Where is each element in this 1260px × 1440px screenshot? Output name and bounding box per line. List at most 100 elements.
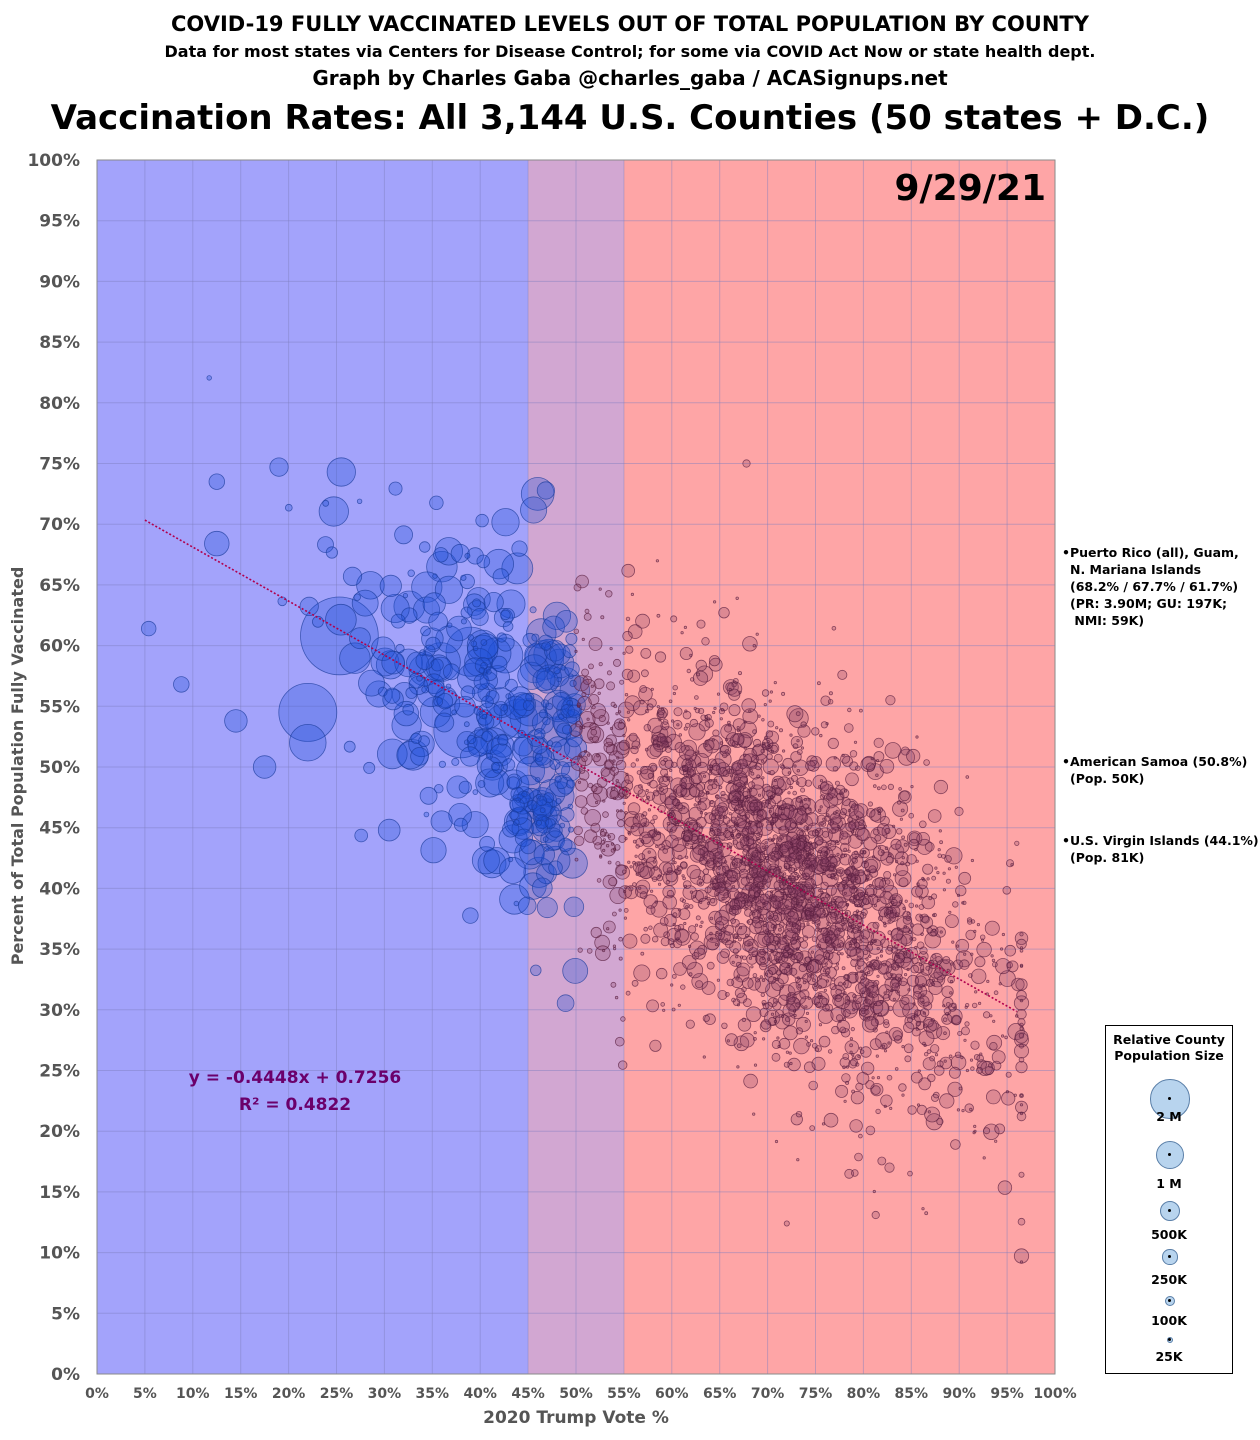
county-bubble xyxy=(763,847,767,852)
county-bubble xyxy=(732,874,737,879)
county-bubble xyxy=(712,710,716,715)
county-bubble xyxy=(686,668,691,674)
county-bubble xyxy=(762,947,769,954)
y-tick-label: 10% xyxy=(39,1244,80,1264)
county-bubble xyxy=(788,864,792,868)
county-bubble xyxy=(536,897,558,919)
county-bubble xyxy=(741,986,747,993)
county-bubble xyxy=(684,749,697,762)
county-bubble xyxy=(583,613,592,621)
county-bubble xyxy=(744,907,748,911)
county-bubble xyxy=(837,928,841,932)
county-bubble xyxy=(894,859,899,864)
y-tick-label: 35% xyxy=(39,940,80,960)
county-bubble xyxy=(767,957,771,961)
county-bubble xyxy=(839,1057,851,1068)
county-bubble xyxy=(701,844,705,848)
county-bubble xyxy=(915,1020,921,1027)
county-bubble xyxy=(752,916,760,924)
county-bubble xyxy=(795,1002,801,1008)
county-bubble xyxy=(423,644,436,657)
county-bubble xyxy=(773,753,783,763)
county-bubble xyxy=(701,637,710,646)
county-bubble xyxy=(904,952,908,956)
county-bubble xyxy=(694,695,699,700)
county-bubble xyxy=(799,867,804,872)
county-bubble xyxy=(640,839,645,843)
county-bubble xyxy=(1010,863,1014,867)
county-bubble xyxy=(1004,1035,1008,1040)
county-bubble xyxy=(910,784,914,789)
county-bubble xyxy=(896,927,901,931)
county-bubble xyxy=(628,886,634,892)
county-bubble xyxy=(692,895,696,899)
county-bubble xyxy=(709,916,714,921)
county-bubble xyxy=(778,1037,791,1050)
county-bubble xyxy=(640,765,649,775)
county-bubble xyxy=(736,1003,741,1007)
county-bubble xyxy=(875,1108,881,1115)
county-bubble xyxy=(491,655,508,673)
county-bubble xyxy=(680,793,684,797)
county-bubble xyxy=(900,746,910,756)
county-bubble xyxy=(764,841,768,845)
county-bubble xyxy=(752,729,757,735)
county-bubble xyxy=(665,879,671,885)
county-bubble xyxy=(833,927,845,939)
county-bubble xyxy=(869,1038,882,1051)
county-bubble xyxy=(625,616,631,622)
county-bubble xyxy=(617,710,622,714)
county-bubble xyxy=(702,774,707,778)
county-bubble xyxy=(911,885,923,898)
county-bubble xyxy=(792,1009,797,1013)
county-bubble xyxy=(615,779,619,783)
county-bubble xyxy=(843,853,847,858)
county-bubble xyxy=(887,853,892,858)
county-bubble xyxy=(657,874,662,878)
county-bubble xyxy=(704,812,708,816)
county-bubble xyxy=(391,710,422,741)
county-bubble xyxy=(812,913,819,919)
county-bubble xyxy=(726,870,739,882)
county-bubble xyxy=(739,721,757,739)
county-bubble xyxy=(682,764,686,768)
county-bubble xyxy=(905,861,911,867)
county-bubble xyxy=(460,618,467,625)
county-bubble xyxy=(478,667,486,674)
county-bubble xyxy=(713,706,717,711)
county-bubble xyxy=(567,826,574,833)
county-bubble xyxy=(851,1056,855,1060)
county-bubble xyxy=(715,930,726,941)
county-bubble xyxy=(969,1107,973,1112)
county-bubble xyxy=(912,1002,916,1006)
county-bubble xyxy=(621,668,634,681)
county-bubble xyxy=(503,695,528,720)
county-bubble xyxy=(846,954,850,959)
county-bubble xyxy=(868,883,872,888)
county-bubble xyxy=(615,712,619,716)
county-bubble xyxy=(953,1006,957,1010)
county-bubble xyxy=(770,749,775,754)
county-bubble xyxy=(883,912,888,916)
county-bubble xyxy=(859,993,864,997)
county-bubble xyxy=(669,812,673,816)
county-bubble xyxy=(737,797,741,801)
county-bubble xyxy=(1016,1009,1027,1020)
county-bubble xyxy=(652,789,660,797)
county-bubble xyxy=(950,1014,962,1026)
county-bubble xyxy=(717,990,728,1001)
county-bubble xyxy=(931,954,937,959)
county-bubble xyxy=(925,965,931,971)
county-bubble xyxy=(718,607,730,619)
county-bubble xyxy=(957,1031,963,1037)
county-bubble xyxy=(758,822,764,828)
county-bubble xyxy=(793,764,797,768)
county-bubble xyxy=(767,800,772,804)
county-bubble xyxy=(818,1023,823,1027)
county-bubble xyxy=(576,704,581,708)
county-bubble xyxy=(849,1043,853,1048)
county-bubble xyxy=(838,1019,842,1023)
county-bubble xyxy=(934,866,938,870)
x-tick-label: 55% xyxy=(607,1386,641,1402)
county-bubble xyxy=(894,1067,899,1071)
